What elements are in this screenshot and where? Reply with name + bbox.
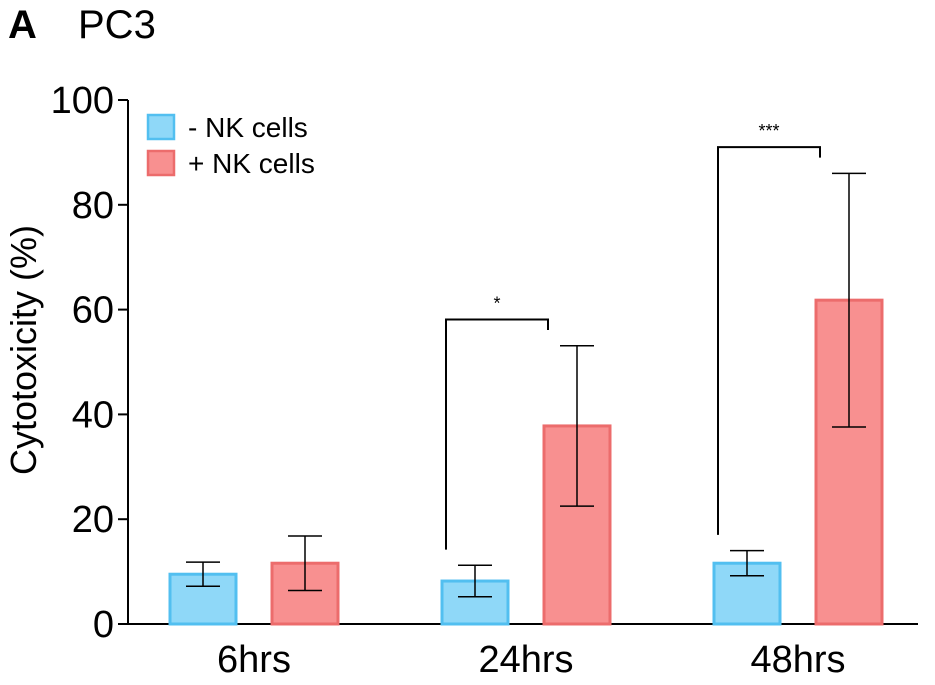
y-tick-label: 20 bbox=[72, 499, 114, 541]
significance-bracket bbox=[445, 318, 549, 550]
legend-label: + NK cells bbox=[188, 148, 315, 179]
significance-brackets: **** bbox=[445, 121, 821, 550]
significance-label: *** bbox=[758, 121, 779, 141]
x-category-label: 6hrs bbox=[217, 639, 291, 680]
y-tick-label: 80 bbox=[72, 185, 114, 227]
panel-letter: A bbox=[8, 3, 37, 47]
y-tick-label: 0 bbox=[93, 604, 114, 646]
significance-bracket bbox=[717, 146, 821, 535]
x-category-label: 24hrs bbox=[478, 639, 573, 680]
legend: - NK cells + NK cells bbox=[146, 112, 315, 179]
chart-title: PC3 bbox=[78, 3, 156, 47]
x-category-label: 48hrs bbox=[750, 639, 845, 680]
axes: 0 20 40 60 80 100 6hrs 24hrs 48hrs bbox=[51, 80, 918, 681]
y-tick-label: 40 bbox=[72, 394, 114, 436]
y-tick-label: 100 bbox=[51, 80, 114, 122]
significance-label: * bbox=[493, 294, 500, 314]
y-tick-label: 60 bbox=[72, 290, 114, 332]
legend-swatch bbox=[146, 113, 176, 141]
y-axis-label: Cytotoxicity (%) bbox=[3, 225, 44, 475]
legend-swatch bbox=[146, 149, 176, 177]
error-bars bbox=[186, 172, 866, 598]
bars bbox=[168, 298, 884, 626]
legend-label: - NK cells bbox=[188, 112, 308, 143]
